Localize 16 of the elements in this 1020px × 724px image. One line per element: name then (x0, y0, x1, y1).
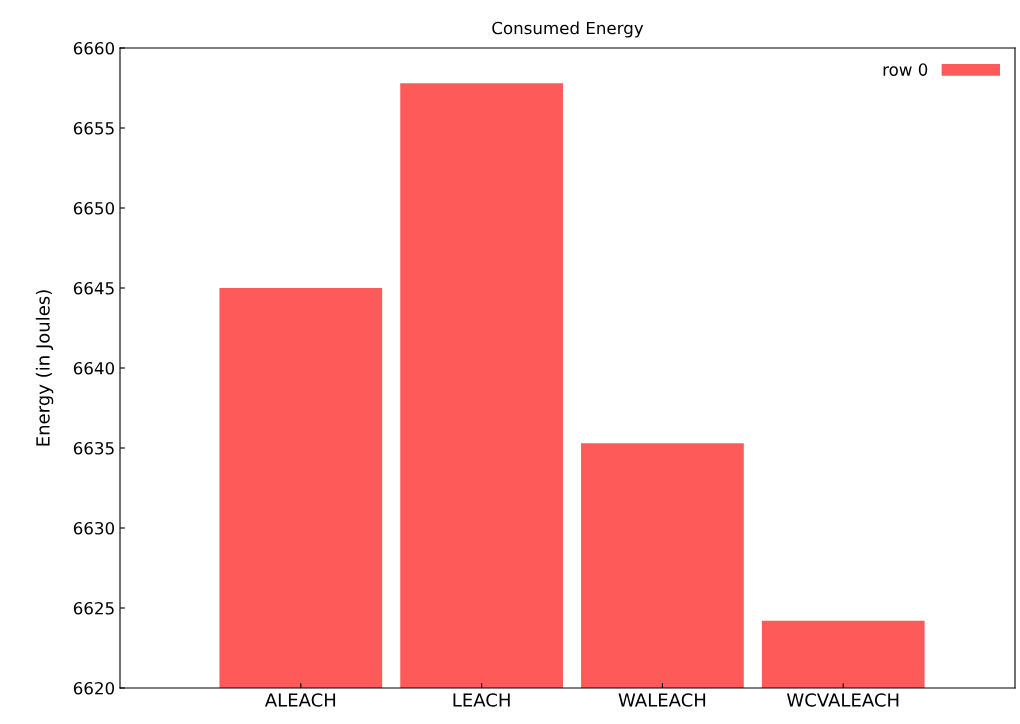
y-tick-label: 6625 (73, 601, 114, 615)
y-tick-label: 6660 (73, 41, 115, 55)
y-axis-title: Energy (in Joules) (35, 290, 54, 446)
y-tick-label: 6650 (73, 201, 115, 215)
x-tick-label: LEACH (453, 693, 510, 707)
y-tick-label: 6645 (73, 281, 114, 295)
chart-title: Consumed Energy (492, 21, 644, 38)
y-tick-label: 6635 (73, 441, 114, 455)
x-tick-label: WCVALEACH (786, 693, 899, 707)
legend-label: row 0 (883, 63, 928, 76)
y-tick-label: 6640 (73, 361, 115, 375)
y-tick-label: 6630 (73, 521, 115, 535)
x-tick-label: ALEACH (264, 693, 336, 707)
x-tick-label: WALEACH (618, 693, 706, 707)
y-tick-label: 6655 (73, 121, 114, 135)
y-tick-label: 6620 (73, 681, 115, 695)
